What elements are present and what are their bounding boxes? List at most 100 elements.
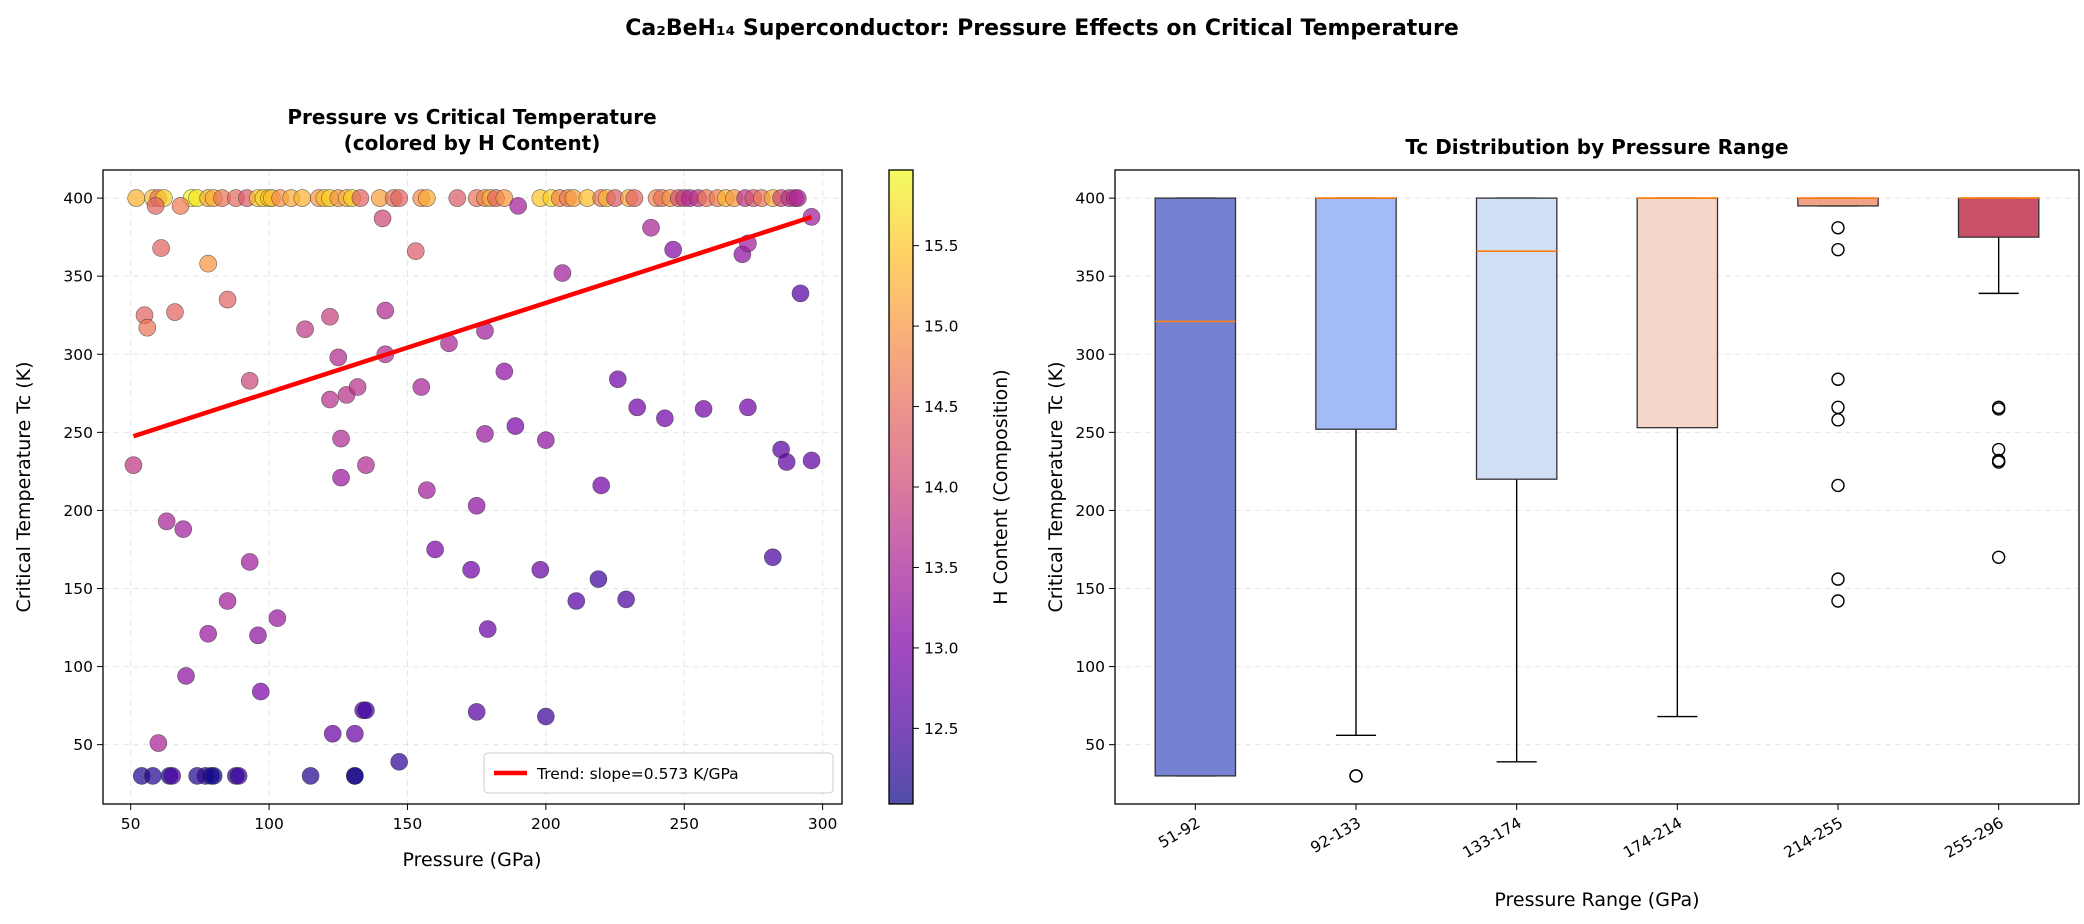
box-body xyxy=(1315,197,1397,430)
scatter-point xyxy=(348,378,367,396)
x-tick-label: 92-133 xyxy=(1307,814,1364,857)
scatter-point xyxy=(346,767,364,785)
scatter-point xyxy=(462,560,480,579)
scatter-point xyxy=(351,189,370,207)
scatter-point xyxy=(495,189,514,207)
y-tick-label: 200 xyxy=(1075,502,1105,520)
outlier xyxy=(1831,400,1845,415)
scatter-point xyxy=(127,189,146,207)
scatter-point xyxy=(240,553,259,571)
box-51-92 xyxy=(1154,197,1237,777)
colorbar-tick-label: 15.0 xyxy=(924,318,959,336)
scatter-point xyxy=(418,481,436,499)
legend-trend-label: Trend: slope=0.573 K/GPa xyxy=(536,765,739,783)
scatter-point xyxy=(329,348,348,367)
scatter-point xyxy=(296,320,314,339)
scatter-point xyxy=(346,724,364,743)
scatter-point xyxy=(218,592,237,610)
scatter-point xyxy=(788,189,807,207)
scatter-point xyxy=(163,767,181,785)
scatter-point xyxy=(426,540,444,559)
scatter-point xyxy=(177,667,195,685)
outlier xyxy=(1831,242,1845,257)
scatter-point xyxy=(617,590,635,609)
scatter-point xyxy=(467,496,486,515)
scatter-title-line1: Pressure vs Critical Temperature xyxy=(287,105,656,129)
scatter-point xyxy=(506,417,525,435)
scatter-point xyxy=(537,707,555,726)
y-tick-label: 300 xyxy=(1075,346,1105,364)
scatter-point xyxy=(739,398,757,417)
scatter-point xyxy=(332,468,350,487)
scatter-point xyxy=(802,208,821,226)
scatter-point xyxy=(478,620,497,638)
scatter-y-axis-label: Critical Temperature Tc (K) xyxy=(13,361,35,612)
scatter-point xyxy=(376,301,395,320)
colorbar-tick-label: 14.0 xyxy=(924,479,959,497)
scatter-point xyxy=(553,264,572,282)
outlier xyxy=(1349,769,1363,783)
scatter-point xyxy=(321,390,339,409)
box-214-255 xyxy=(1797,197,1879,608)
scatter-point xyxy=(138,318,157,337)
outlier xyxy=(1831,478,1845,493)
scatter-point xyxy=(406,242,425,261)
y-tick-label: 250 xyxy=(1075,424,1105,442)
box-body xyxy=(1797,197,1879,207)
trend-line xyxy=(132,214,813,439)
y-tick-label: 150 xyxy=(63,580,93,598)
scatter-point xyxy=(301,767,320,785)
scatter-point xyxy=(199,624,217,643)
outlier xyxy=(1991,442,2006,457)
scatter-point xyxy=(531,560,550,579)
colorbar-label: H Content (Composition) xyxy=(990,369,1012,604)
scatter-point xyxy=(166,303,184,321)
box-y-axis-label: Critical Temperature Tc (K) xyxy=(1045,361,1067,612)
colorbar-tick-label: 14.5 xyxy=(924,398,959,416)
box-title: Tc Distribution by Pressure Range xyxy=(1405,135,1788,159)
outlier xyxy=(1831,572,1845,586)
scatter-point xyxy=(764,548,782,567)
x-tick-label: 255-296 xyxy=(1942,814,2007,862)
scatter-title-line2: (colored by H Content) xyxy=(344,131,601,155)
colorbar-tick-label: 12.5 xyxy=(924,720,959,738)
scatter-point xyxy=(448,189,467,207)
scatter-point xyxy=(146,197,165,215)
colorbar: H Content (Composition) 12.5 13.0 13.5 14.0… xyxy=(888,169,1012,805)
box-133-174 xyxy=(1475,197,1558,763)
scatter-point xyxy=(418,189,436,207)
scatter-point xyxy=(171,197,190,215)
scatter-point xyxy=(509,197,527,215)
legend: Trend: slope=0.573 K/GPa xyxy=(483,752,834,794)
x-tick-label: 300 xyxy=(808,815,838,833)
box-body xyxy=(1154,197,1237,777)
scatter-point xyxy=(174,520,193,538)
outlier xyxy=(1831,413,1845,427)
scatter-point xyxy=(390,189,408,207)
scatter-point xyxy=(664,240,682,259)
y-tick-label: 400 xyxy=(1075,190,1105,208)
scatter-point xyxy=(802,451,821,470)
scatter-point xyxy=(240,372,259,390)
scatter-point xyxy=(204,767,223,785)
scatter-point xyxy=(373,209,392,228)
y-tick-label: 200 xyxy=(63,502,93,520)
scatter-point xyxy=(390,753,408,771)
scatter-point xyxy=(332,429,350,448)
scatter-point xyxy=(642,218,660,237)
x-tick-label: 51-92 xyxy=(1155,814,1203,852)
x-tick-label: 250 xyxy=(669,815,699,833)
scatter-point xyxy=(357,701,375,720)
scatter-point xyxy=(476,425,494,443)
scatter-axes-frame xyxy=(102,169,843,805)
scatter-point xyxy=(251,682,270,701)
box-body xyxy=(1636,197,1719,429)
scatter-point xyxy=(218,290,237,309)
legend-box xyxy=(483,752,834,794)
box-axes-frame xyxy=(1114,169,2080,805)
colorbar-tick-label: 13.5 xyxy=(924,559,959,577)
scatter-point xyxy=(609,370,627,389)
scatter-point xyxy=(791,284,810,303)
scatter-point xyxy=(152,239,170,257)
